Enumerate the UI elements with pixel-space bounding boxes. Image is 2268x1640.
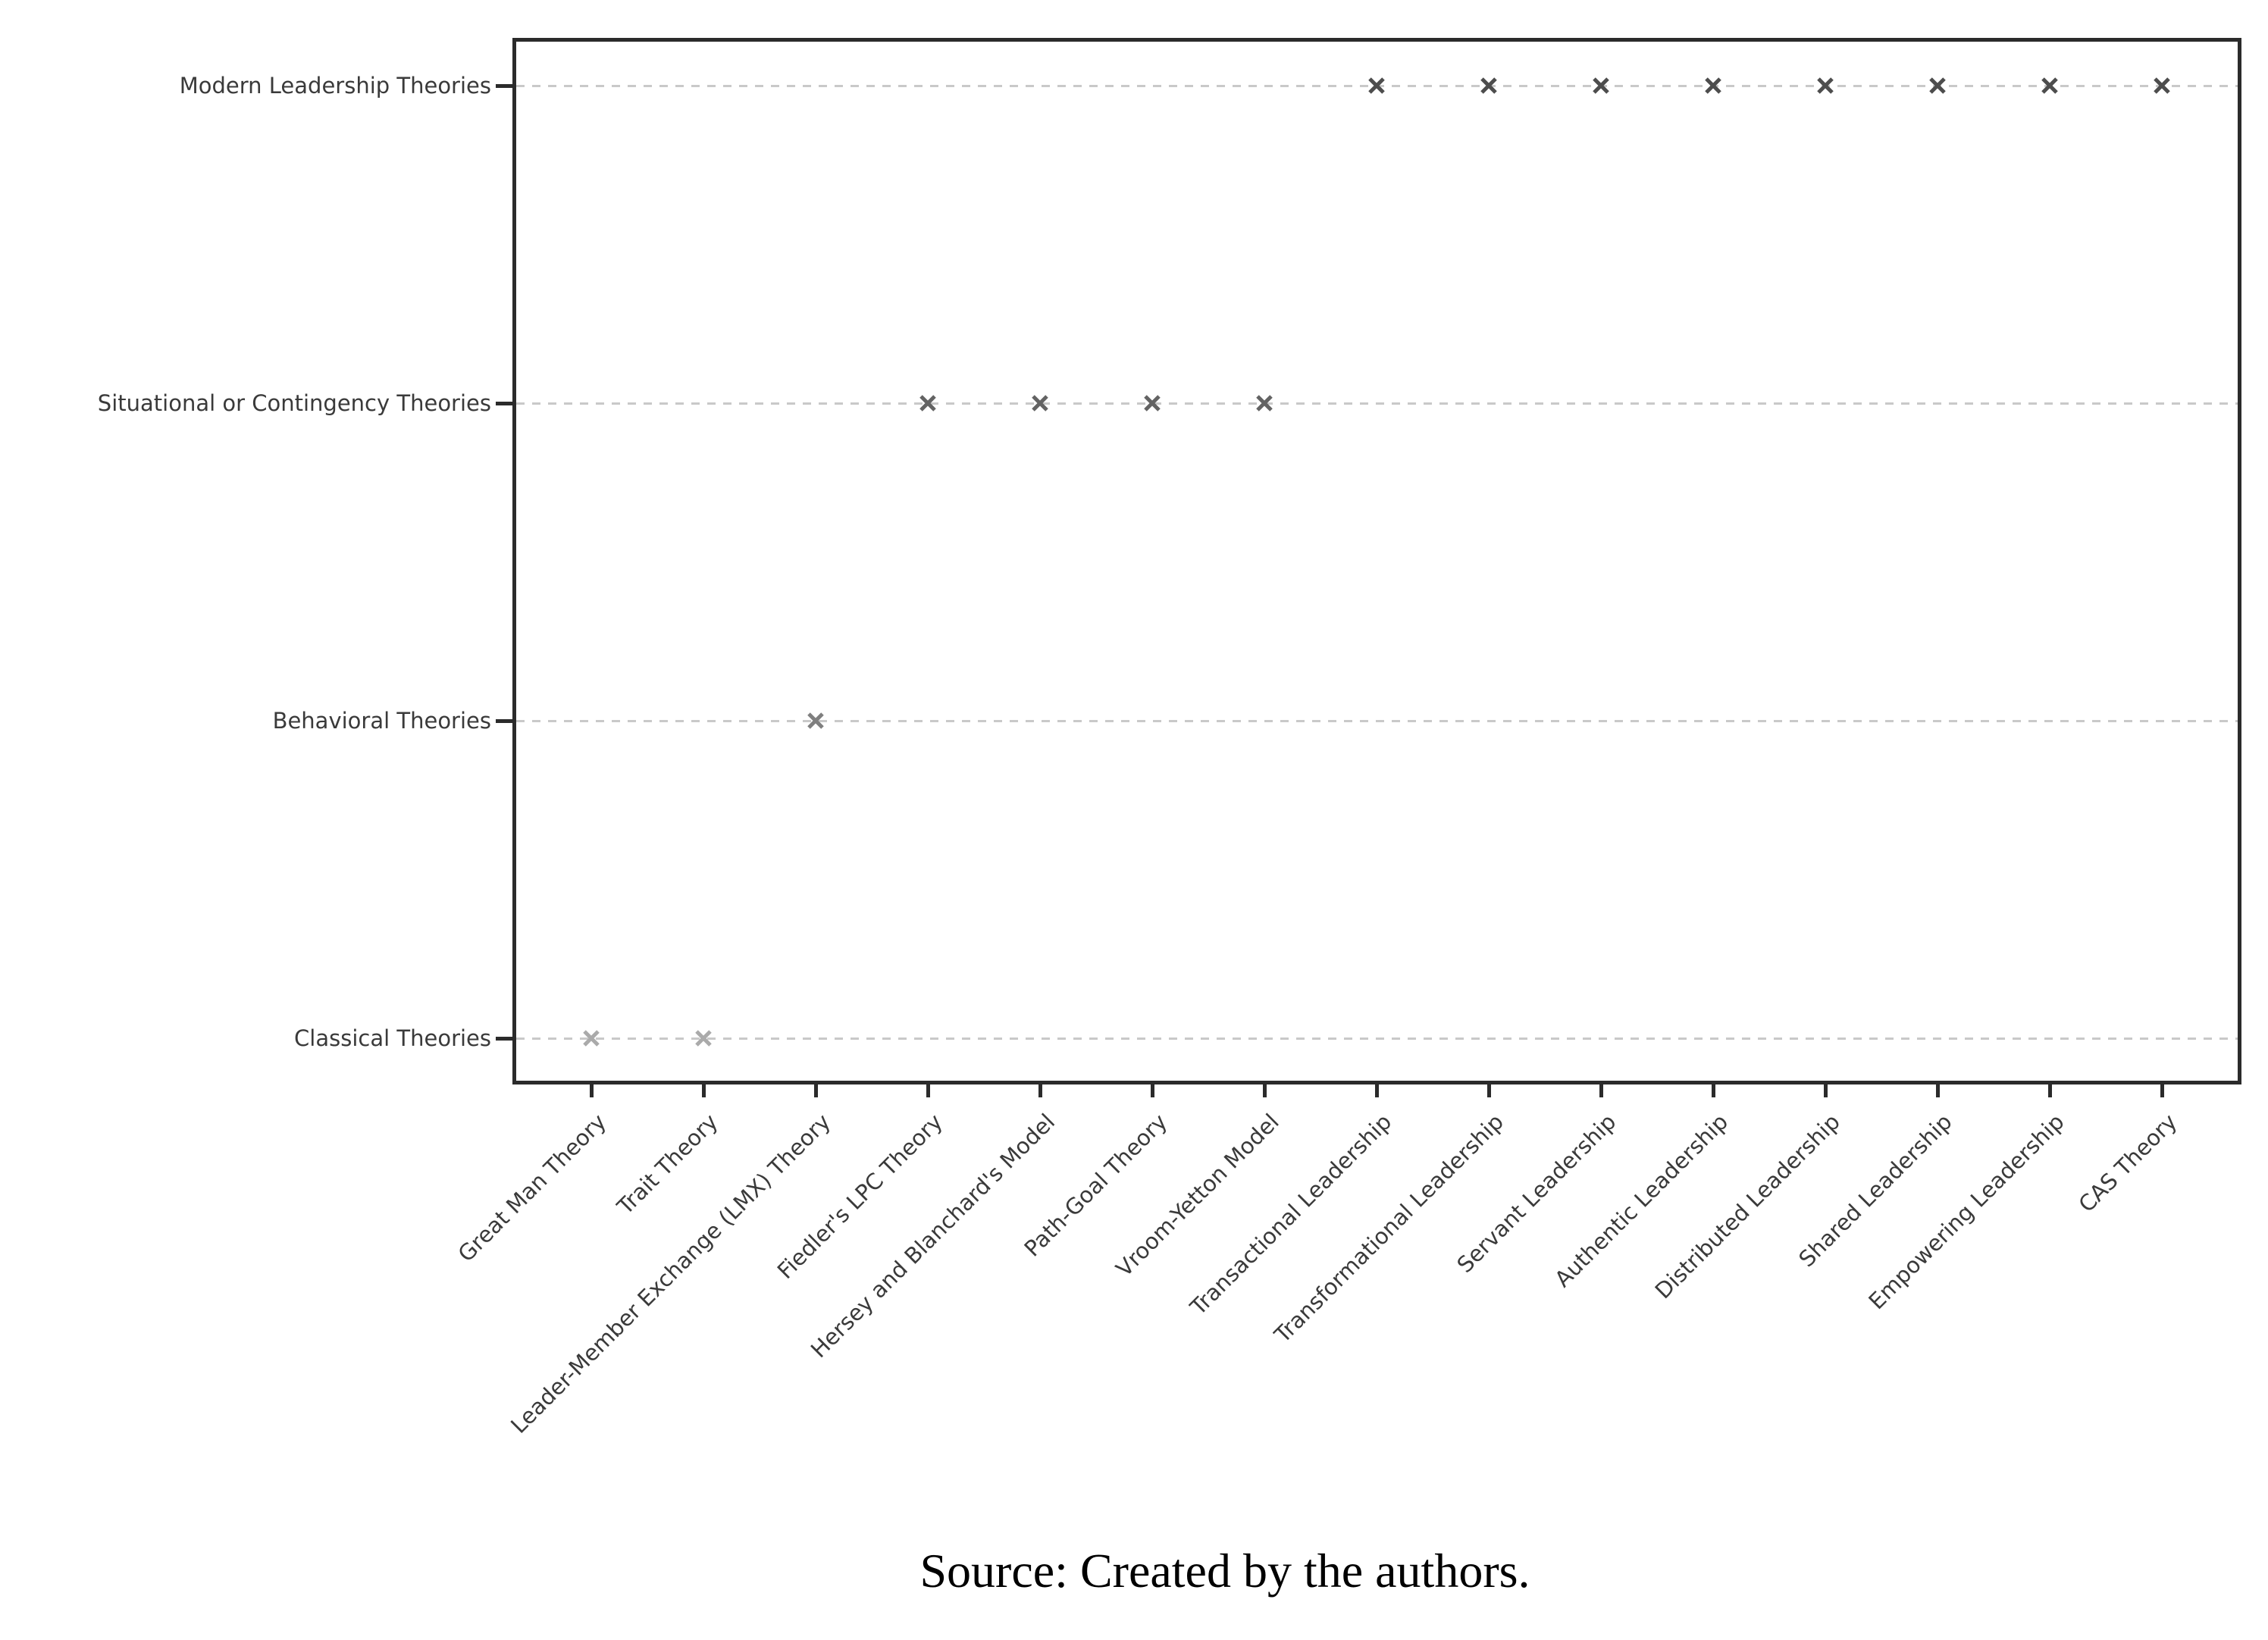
x-axis-tick (702, 1084, 706, 1097)
x-axis-tick (1263, 1084, 1267, 1097)
x-axis-tick (1599, 1084, 1603, 1097)
source-caption: Source: Created by the authors. (919, 1544, 1530, 1598)
y-axis-tick (496, 84, 512, 88)
scatter-marker (2041, 77, 2059, 95)
scatter-marker (694, 1029, 713, 1047)
x-axis-label: CAS Theory (2072, 1109, 2182, 1218)
scatter-marker (1367, 77, 1386, 95)
x-axis-label: Transformational Leadership (1269, 1109, 1509, 1348)
x-marker-icon (1256, 395, 1273, 412)
scatter-marker (2153, 77, 2171, 95)
x-axis-label: Great Man Theory (453, 1109, 612, 1267)
scatter-marker (1928, 77, 1947, 95)
x-marker-icon (1817, 77, 1834, 94)
x-axis-label: Distributed Leadership (1649, 1109, 1846, 1304)
scatter-marker (1816, 77, 1834, 95)
x-marker-icon (583, 1030, 600, 1047)
scatter-marker (1031, 394, 1049, 412)
x-axis-tick (1824, 1084, 1828, 1097)
scatter-marker (919, 394, 937, 412)
x-marker-icon (1705, 77, 1721, 94)
scatter-marker (1143, 394, 1161, 412)
y-axis-tick (496, 719, 512, 723)
plot-area (512, 38, 2241, 1084)
x-axis-label: Hersey and Blanchard's Model (805, 1109, 1060, 1363)
x-axis-tick (1936, 1084, 1940, 1097)
x-marker-icon (1480, 77, 1497, 94)
x-marker-icon (1368, 77, 1385, 94)
x-marker-icon (1929, 77, 1946, 94)
y-axis-label: Classical Theories (294, 1025, 491, 1051)
x-axis-label: Empowering Leadership (1863, 1109, 2070, 1315)
x-axis-label: Transactional Leadership (1185, 1109, 1397, 1320)
x-marker-icon (695, 1030, 712, 1047)
scatter-marker (1480, 77, 1498, 95)
x-marker-icon (1593, 77, 1609, 94)
x-axis-tick (1151, 1084, 1154, 1097)
x-axis-tick (2160, 1084, 2164, 1097)
x-axis-tick (590, 1084, 594, 1097)
x-axis-tick (1375, 1084, 1379, 1097)
x-axis-tick (1712, 1084, 1715, 1097)
x-marker-icon (919, 395, 936, 412)
x-marker-icon (1144, 395, 1161, 412)
y-axis-tick (496, 1037, 512, 1041)
x-axis-tick (814, 1084, 818, 1097)
x-axis-tick (2048, 1084, 2052, 1097)
y-axis-label: Situational or Contingency Theories (97, 390, 491, 416)
gridline (516, 402, 2238, 405)
gridline (516, 720, 2238, 722)
x-axis-tick (926, 1084, 930, 1097)
y-axis-label: Behavioral Theories (272, 708, 491, 734)
scatter-marker (1704, 77, 1722, 95)
y-axis-tick (496, 402, 512, 405)
scatter-marker (1255, 394, 1273, 412)
x-axis-label: Trait Theory (612, 1109, 724, 1220)
y-axis-label: Modern Leadership Theories (179, 73, 491, 99)
scatter-marker (582, 1029, 600, 1047)
x-marker-icon (2041, 77, 2058, 94)
gridline (516, 1038, 2238, 1040)
scatter-marker (1592, 77, 1610, 95)
x-axis-tick (1038, 1084, 1042, 1097)
scatter-marker (807, 712, 825, 730)
x-axis-tick (1487, 1084, 1491, 1097)
x-marker-icon (1032, 395, 1048, 412)
x-marker-icon (807, 712, 824, 729)
x-marker-icon (2154, 77, 2170, 94)
